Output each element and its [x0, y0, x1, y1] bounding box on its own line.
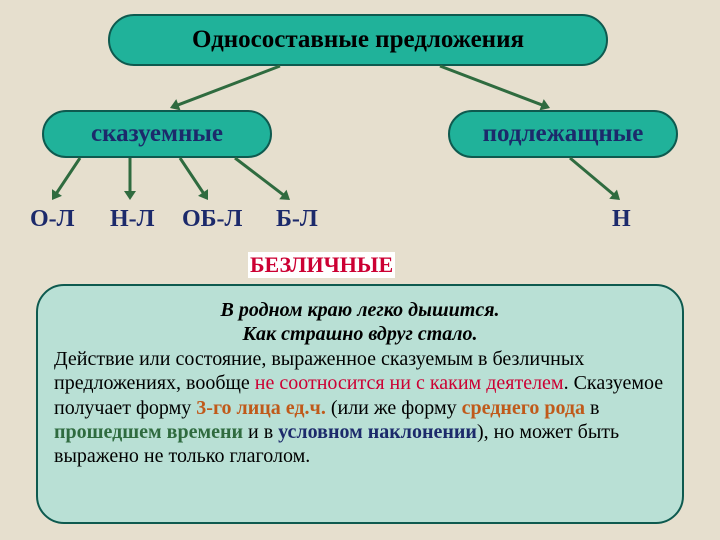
- section-label: БЕЗЛИЧНЫЕ: [248, 252, 395, 278]
- leaf-ol: О-Л: [30, 206, 75, 233]
- example-line-2: Как страшно вдруг стало.: [54, 322, 666, 346]
- right-sub-pill: подлежащные: [448, 110, 678, 158]
- body-paragraph: Действие или состояние, выраженное сказу…: [54, 347, 666, 469]
- example-line-1: В родном краю легко дышится.: [54, 298, 666, 322]
- title-pill: Односоставные предложения: [108, 14, 608, 66]
- body-box: В родном краю легко дышится. Как страшно…: [36, 284, 684, 524]
- left-sub-text: сказуемные: [91, 120, 223, 148]
- title-text: Односоставные предложения: [192, 26, 524, 54]
- leaf-n: Н: [612, 206, 631, 233]
- leaf-obl: ОБ-Л: [182, 206, 242, 233]
- left-sub-pill: сказуемные: [42, 110, 272, 158]
- right-sub-text: подлежащные: [483, 120, 644, 148]
- leaf-bl: Б-Л: [276, 206, 318, 233]
- leaf-nl: Н-Л: [110, 206, 155, 233]
